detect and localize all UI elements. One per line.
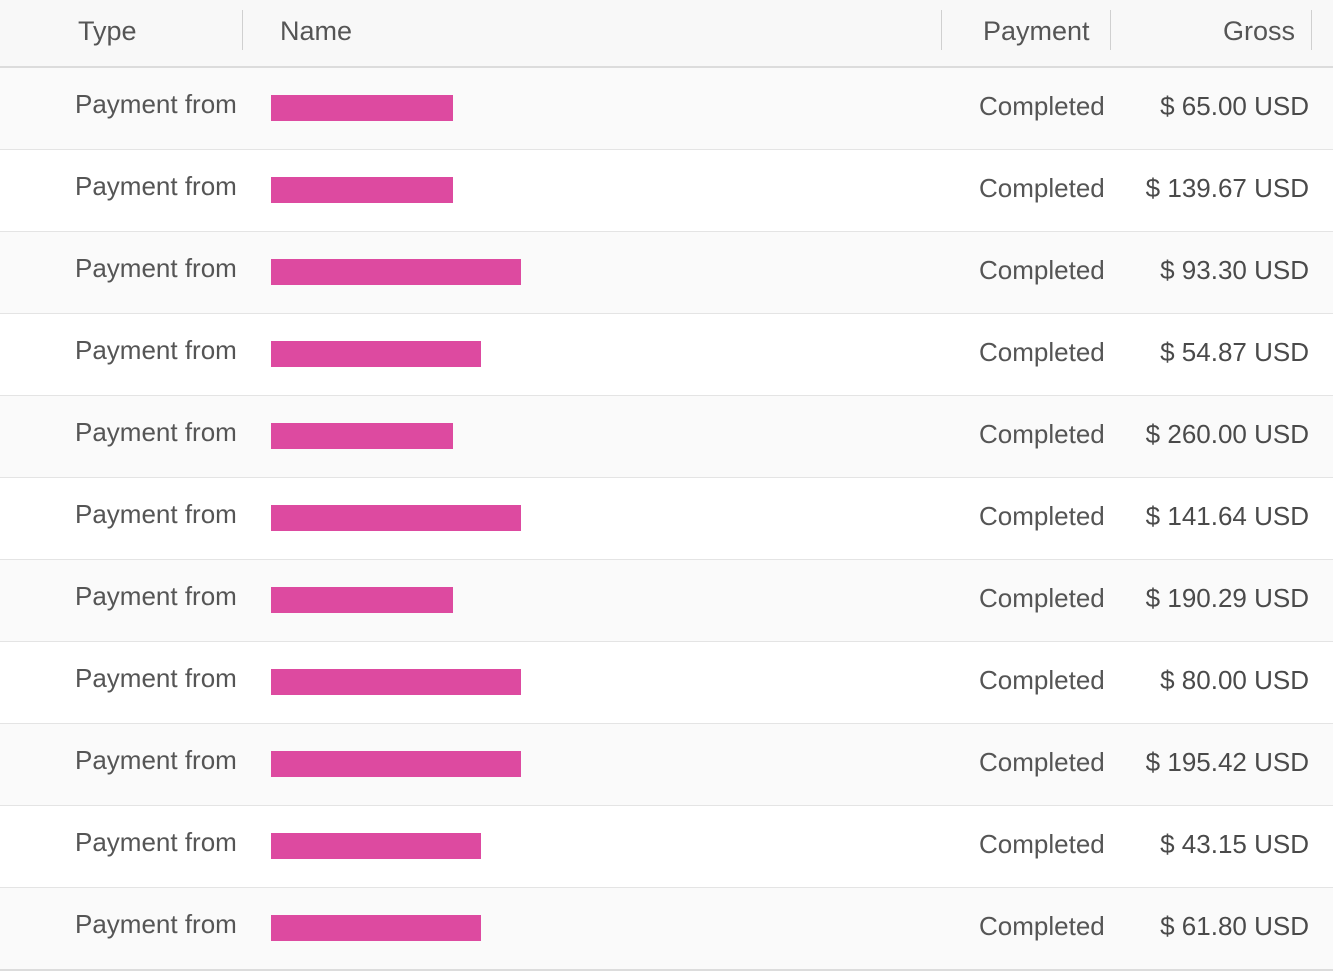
table-row[interactable]: Payment from Completed $ 65.00 USD <box>0 68 1333 150</box>
gross-amount: $ 65.00 USD <box>1160 91 1309 121</box>
table-row[interactable]: Payment from Completed $ 190.29 USD <box>0 560 1333 642</box>
redacted-name <box>271 915 481 941</box>
redacted-name <box>271 423 453 449</box>
gross-amount: $ 190.29 USD <box>1145 583 1309 613</box>
transaction-type: Payment from <box>75 745 237 775</box>
payment-status: Completed <box>979 91 1105 121</box>
gross-amount: $ 195.42 USD <box>1145 747 1309 777</box>
redacted-name <box>271 669 521 695</box>
redacted-name <box>271 751 521 777</box>
redacted-name <box>271 341 481 367</box>
table-body: Payment from Completed $ 65.00 USD Payment … <box>0 68 1333 971</box>
payment-status: Completed <box>979 501 1105 531</box>
transaction-type: Payment from <box>75 171 237 201</box>
table-row[interactable]: Payment from Completed $ 80.00 USD <box>0 642 1333 724</box>
table-row[interactable]: Payment from Completed $ 93.30 USD <box>0 232 1333 314</box>
payment-status: Completed <box>979 747 1105 777</box>
table-row[interactable]: Payment from Completed $ 260.00 USD <box>0 396 1333 478</box>
gross-amount: $ 54.87 USD <box>1160 337 1309 367</box>
redacted-name <box>271 177 453 203</box>
table-header: Type Name Payment Gross <box>0 0 1333 68</box>
redacted-name <box>271 95 453 121</box>
redacted-name <box>271 587 453 613</box>
table-row[interactable]: Payment from Completed $ 43.15 USD <box>0 806 1333 888</box>
payment-status: Completed <box>979 337 1105 367</box>
transaction-type: Payment from <box>75 909 237 939</box>
payment-status: Completed <box>979 419 1105 449</box>
gross-amount: $ 80.00 USD <box>1160 665 1309 695</box>
transaction-type: Payment from <box>75 89 237 119</box>
column-resize-handle[interactable] <box>242 10 243 50</box>
payment-status: Completed <box>979 829 1105 859</box>
column-header-name[interactable]: Name <box>280 16 353 46</box>
column-resize-handle[interactable] <box>1311 10 1312 50</box>
gross-amount: $ 139.67 USD <box>1145 173 1309 203</box>
gross-amount: $ 61.80 USD <box>1160 911 1309 941</box>
column-resize-handle[interactable] <box>941 10 942 50</box>
column-header-gross[interactable]: Gross <box>1222 16 1295 46</box>
gross-amount: $ 141.64 USD <box>1145 501 1309 531</box>
column-header-payment[interactable]: Payment <box>983 16 1090 46</box>
table-row[interactable]: Payment from Completed $ 54.87 USD <box>0 314 1333 396</box>
table-row[interactable]: Payment from Completed $ 141.64 USD <box>0 478 1333 560</box>
column-header-type[interactable]: Type <box>78 16 137 46</box>
redacted-name <box>271 505 521 531</box>
transaction-type: Payment from <box>75 417 237 447</box>
transaction-type: Payment from <box>75 253 237 283</box>
payment-status: Completed <box>979 911 1105 941</box>
payment-status: Completed <box>979 583 1105 613</box>
payment-status: Completed <box>979 255 1105 285</box>
column-resize-handle[interactable] <box>1110 10 1111 50</box>
gross-amount: $ 93.30 USD <box>1160 255 1309 285</box>
transaction-type: Payment from <box>75 827 237 857</box>
redacted-name <box>271 833 481 859</box>
table-row[interactable]: Payment from Completed $ 195.42 USD <box>0 724 1333 806</box>
transaction-type: Payment from <box>75 499 237 529</box>
transaction-type: Payment from <box>75 581 237 611</box>
table-row[interactable]: Payment from Completed $ 139.67 USD <box>0 150 1333 232</box>
gross-amount: $ 260.00 USD <box>1145 419 1309 449</box>
payment-status: Completed <box>979 665 1105 695</box>
payment-status: Completed <box>979 173 1105 203</box>
table-row[interactable]: Payment from Completed $ 61.80 USD <box>0 888 1333 971</box>
gross-amount: $ 43.15 USD <box>1160 829 1309 859</box>
transaction-type: Payment from <box>75 335 237 365</box>
transaction-type: Payment from <box>75 663 237 693</box>
redacted-name <box>271 259 521 285</box>
